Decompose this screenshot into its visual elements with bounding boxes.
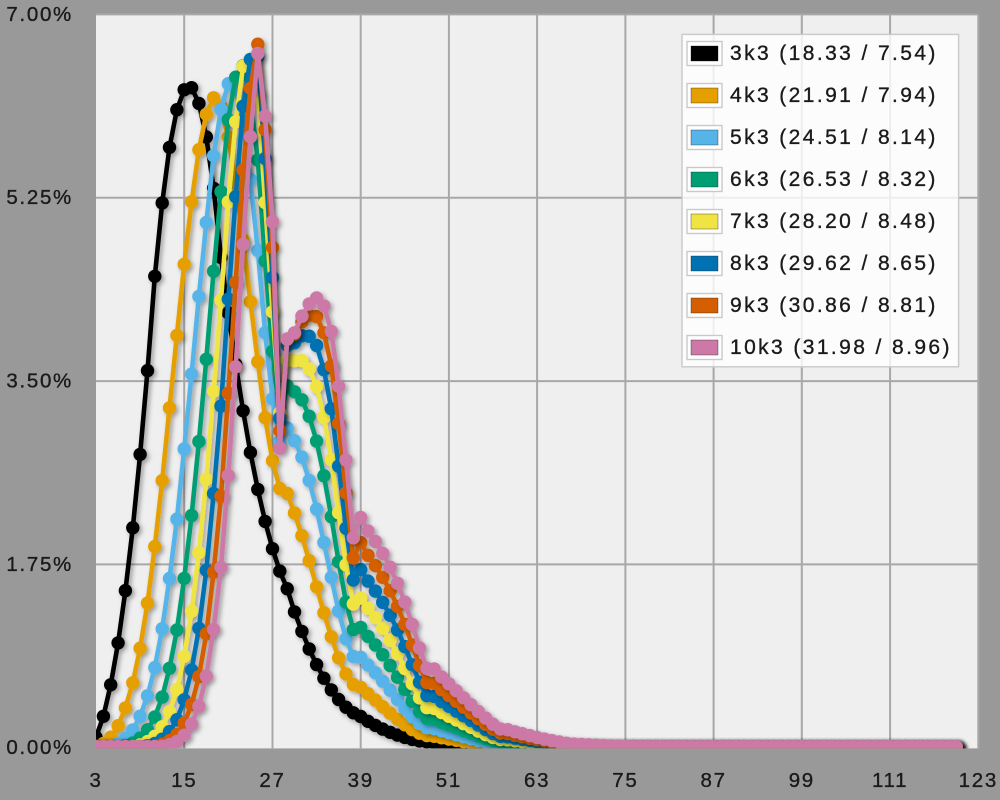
svg-text:111: 111 xyxy=(872,769,908,792)
svg-text:3k3 (18.33 / 7.54): 3k3 (18.33 / 7.54) xyxy=(730,42,938,65)
svg-text:10k3 (31.98 / 8.96): 10k3 (31.98 / 8.96) xyxy=(730,336,952,359)
svg-text:15: 15 xyxy=(171,769,197,792)
svg-text:51: 51 xyxy=(436,769,462,792)
svg-text:63: 63 xyxy=(524,769,550,792)
svg-text:123: 123 xyxy=(959,769,998,792)
svg-text:75: 75 xyxy=(612,769,638,792)
svg-text:4k3 (21.91 / 7.94): 4k3 (21.91 / 7.94) xyxy=(730,84,938,107)
svg-text:0.00%: 0.00% xyxy=(6,736,73,759)
svg-text:27: 27 xyxy=(259,769,285,792)
svg-text:7k3 (28.20 / 8.48): 7k3 (28.20 / 8.48) xyxy=(730,210,938,233)
svg-text:39: 39 xyxy=(348,769,374,792)
svg-text:7.00%: 7.00% xyxy=(6,3,73,26)
svg-text:6k3 (26.53 / 8.32): 6k3 (26.53 / 8.32) xyxy=(730,168,938,191)
svg-text:1.75%: 1.75% xyxy=(6,553,73,576)
svg-text:99: 99 xyxy=(789,769,815,792)
svg-text:3: 3 xyxy=(89,769,102,792)
svg-text:9k3 (30.86 / 8.81): 9k3 (30.86 / 8.81) xyxy=(730,294,938,317)
svg-text:5k3 (24.51 / 8.14): 5k3 (24.51 / 8.14) xyxy=(730,126,938,149)
svg-text:87: 87 xyxy=(700,769,726,792)
svg-text:8k3 (29.62 / 8.65): 8k3 (29.62 / 8.65) xyxy=(730,252,938,275)
svg-text:5.25%: 5.25% xyxy=(6,186,73,209)
svg-text:3.50%: 3.50% xyxy=(6,370,73,393)
